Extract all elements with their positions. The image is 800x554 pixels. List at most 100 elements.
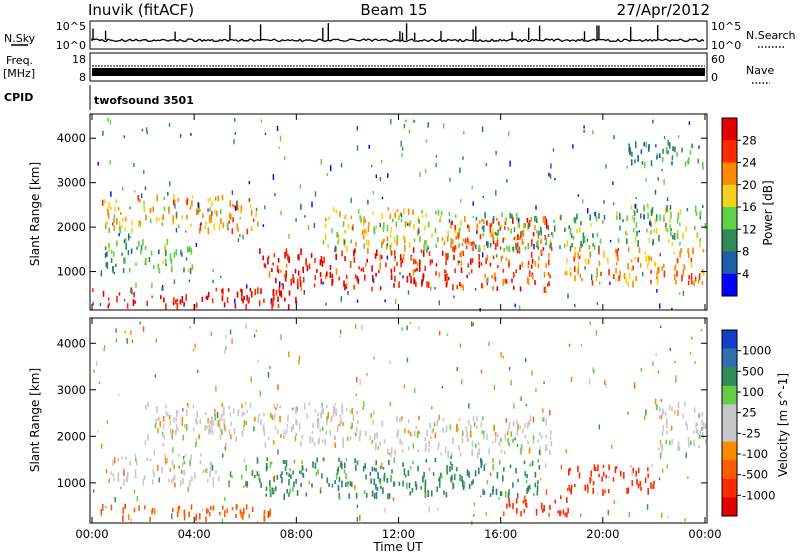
data-cell: [265, 493, 267, 497]
data-cell: [492, 227, 494, 234]
data-cell: [264, 442, 267, 448]
data-cell: [303, 290, 305, 295]
data-cell: [113, 271, 115, 275]
data-cell: [665, 423, 668, 429]
data-cell: [329, 264, 332, 270]
data-cell: [616, 249, 619, 257]
data-cell: [196, 411, 199, 418]
data-cell: [453, 246, 456, 253]
data-cell: [501, 255, 504, 259]
data-cell: [202, 508, 204, 511]
data-cell: [417, 229, 419, 236]
data-cell: [480, 461, 482, 469]
data-cell: [663, 263, 665, 268]
data-cell: [574, 246, 576, 250]
data-cell: [339, 421, 341, 427]
data-cell: [623, 472, 625, 479]
colorbar-tick-label: 24: [742, 156, 757, 170]
data-cell: [702, 161, 704, 168]
data-cell: [654, 189, 657, 195]
data-cell: [339, 414, 341, 418]
data-cell: [523, 460, 526, 465]
data-cell: [536, 241, 538, 245]
data-cell: [635, 276, 637, 282]
colorbar-swatch: [722, 404, 737, 424]
data-cell: [217, 195, 220, 202]
data-cell: [483, 464, 486, 472]
data-cell: [614, 466, 617, 474]
data-cell: [418, 415, 420, 421]
data-cell: [155, 418, 157, 425]
data-cell: [569, 267, 572, 272]
data-cell: [244, 401, 247, 406]
data-cell: [207, 198, 210, 203]
data-cell: [122, 268, 125, 273]
data-cell: [388, 493, 391, 499]
data-cell: [390, 274, 393, 281]
data-cell: [504, 433, 507, 441]
data-cell: [242, 234, 244, 240]
data-cell: [619, 270, 621, 278]
data-cell: [297, 270, 300, 276]
data-cell: [322, 240, 325, 245]
data-cell: [613, 499, 615, 504]
data-cell: [461, 437, 464, 444]
data-cell: [501, 212, 503, 218]
data-cell: [632, 467, 634, 474]
data-cell: [256, 520, 259, 524]
data-cell: [479, 234, 482, 240]
data-cell: [209, 218, 211, 224]
data-cell: [638, 230, 640, 233]
data-cell: [145, 257, 147, 264]
data-cell: [311, 437, 314, 443]
data-cell: [208, 429, 210, 435]
data-cell: [589, 321, 591, 325]
x-tick-label: 16:00: [484, 527, 517, 541]
data-cell: [164, 243, 166, 250]
data-cell: [408, 272, 411, 277]
data-cell: [446, 273, 448, 279]
data-cell: [183, 267, 185, 273]
data-cell: [424, 225, 426, 231]
data-cell: [209, 420, 212, 424]
data-cell: [245, 421, 248, 425]
data-cell: [537, 245, 540, 250]
data-cell: [635, 196, 637, 200]
data-cell: [173, 417, 175, 423]
data-cell: [204, 412, 207, 416]
data-cell: [468, 483, 471, 489]
data-cell: [427, 246, 429, 250]
colorbar-swatch: [722, 273, 737, 297]
data-cell: [534, 215, 536, 222]
data-cell: [116, 218, 118, 225]
data-cell: [296, 278, 299, 285]
data-cell: [108, 202, 110, 208]
data-cell: [299, 184, 302, 189]
data-cell: [600, 271, 602, 276]
data-cell: [149, 458, 152, 462]
data-cell: [383, 475, 385, 482]
data-cell: [518, 305, 521, 311]
data-cell: [280, 434, 282, 438]
data-cell: [589, 214, 591, 221]
data-cell: [437, 445, 439, 450]
data-cell: [110, 504, 113, 511]
data-cell: [307, 224, 310, 230]
data-cell: [679, 209, 682, 215]
data-cell: [253, 334, 256, 338]
data-cell: [550, 163, 552, 169]
data-cell: [153, 508, 156, 515]
freq-tick-bottom: 8: [79, 71, 86, 84]
data-cell: [583, 125, 585, 129]
data-cell: [699, 238, 701, 242]
data-cell: [512, 438, 514, 443]
data-cell: [633, 217, 636, 223]
data-cell: [124, 227, 126, 232]
data-cell: [508, 426, 510, 431]
data-cell: [407, 208, 410, 215]
data-cell: [216, 210, 218, 217]
data-cell: [275, 486, 277, 492]
data-cell: [206, 295, 209, 300]
data-cell: [407, 469, 410, 476]
data-cell: [339, 211, 341, 218]
